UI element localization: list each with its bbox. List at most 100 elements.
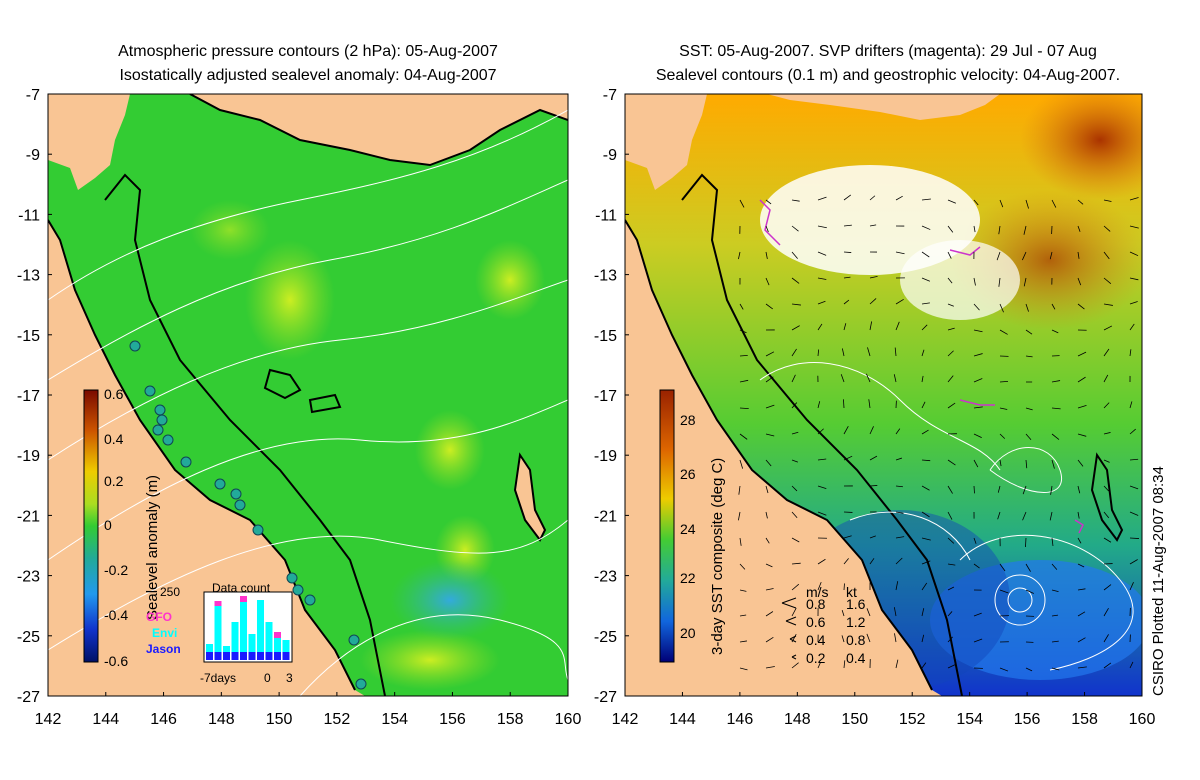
velocity-arrow [1129,458,1139,461]
velocity-arrow [791,277,800,284]
svg-text:-0.6: -0.6 [104,653,128,669]
svg-text:0: 0 [104,517,112,533]
inset-bar-envi [231,622,239,652]
svg-text:26: 26 [680,466,696,482]
velocity-arrow [947,251,952,259]
inset-xlabel-zero: 0 [264,671,271,685]
inset-bar-gfo [240,596,247,602]
velocity-arrow [817,485,827,490]
right-map-title: SST: 05-Aug-2007. SVP drifters (magenta)… [598,40,1178,88]
velocity-arrow [1051,407,1061,410]
velocity-arrow [791,485,798,492]
left-y-tick-label: -25 [17,629,40,646]
velocity-arrow [921,662,927,669]
velocity-arrow [1077,351,1087,357]
inset-bar-jason [214,652,222,660]
velocity-arrow [947,611,953,617]
svg-text:0.2: 0.2 [104,473,124,489]
velocity-arrow [895,581,899,591]
left-y-tick-label: -13 [17,268,40,285]
velocity-arrow [999,329,1008,335]
velocity-arrow [866,373,871,383]
velocity-arrow [841,609,845,617]
right-x-tick-label: 150 [841,711,868,728]
velocity-arrow [1051,667,1060,671]
left-x-tick-label: 158 [497,711,524,728]
velocity-arrow [765,376,774,383]
velocity-arrow [1129,559,1138,565]
velocity-arrow [973,303,980,311]
velocity-arrow [973,329,983,333]
velocity-arrow [1051,563,1058,570]
legend-jason: Jason [146,642,181,656]
velocity-arrow [739,407,749,410]
velocity-arrow [1129,537,1140,539]
inset-xlabel-end: 3 [286,671,293,685]
velocity-arrow [843,251,852,253]
right-y-tick-label: -19 [594,448,617,465]
velocity-arrow [1025,667,1033,672]
velocity-arrow [1077,303,1085,310]
svg-text:0.4: 0.4 [846,650,866,666]
velocity-arrow [817,300,826,305]
velocity-arrow [765,199,772,205]
velocity-arrow [817,225,827,229]
velocity-arrow [1077,666,1087,669]
velocity-arrow [973,378,983,383]
velocity-arrow [843,535,852,539]
velocity-arrow [869,195,876,201]
velocity-arrow [999,407,1008,410]
velocity-arrow [765,637,774,643]
legend-envi: Envi [152,626,177,640]
velocity-arrow [973,353,983,357]
velocity-arrow [791,583,800,591]
velocity-arrow [973,459,979,468]
velocity-arrow [921,608,925,617]
velocity-arrow [843,558,849,565]
inset-bar-jason [265,652,273,660]
svg-text:20: 20 [680,625,696,641]
velocity-arrow [817,196,827,201]
velocity-arrow [998,225,1001,235]
velocity-arrow [1129,251,1139,257]
velocity-arrow [1025,563,1031,572]
velocity-arrow [1077,563,1085,568]
velocity-arrow [1051,329,1059,334]
velocity-arrow [817,581,822,591]
velocity-arrow [1103,485,1109,492]
velocity-arrow [1025,303,1029,312]
velocity-arrow [921,375,924,383]
velocity-arrow [895,428,901,435]
velocity-arrow [765,537,770,544]
velocity-arrow [1103,402,1110,409]
velocity-arrow [921,429,929,435]
plot-credit: CSIRO Plotted 11-Aug-2007 08:34 [1150,466,1167,696]
inset-bar-envi [274,638,281,652]
velocity-arrow [1077,199,1084,205]
velocity-arrow [1051,589,1059,592]
svg-text:0.6: 0.6 [104,386,124,402]
inset-bar-jason [248,652,256,660]
left-x-tick-label: 150 [266,711,293,728]
velocity-arrow [765,666,775,669]
velocity-arrow [843,224,852,227]
velocity-arrow [791,431,799,435]
velocity-arrow [869,485,878,487]
velocity-arrow [1049,251,1053,260]
velocity-arrow [739,589,747,592]
sla-colorbar [83,389,99,663]
left-x-tick-label: 144 [92,711,119,728]
sla-map [48,94,568,696]
velocity-arrow [1129,582,1134,591]
right-y-tick-label: -27 [594,689,617,706]
velocity-arrow [1023,277,1027,287]
velocity-arrow [869,535,876,539]
velocity-arrow [843,299,850,305]
velocity-arrow [1129,401,1133,409]
left-x-tick-label: 142 [35,711,62,728]
inset-bar-envi [214,606,222,652]
svg-text:28: 28 [680,412,696,428]
velocity-arrow [1051,199,1057,208]
velocity-arrow [895,659,899,669]
velocity-arrow [921,401,926,409]
